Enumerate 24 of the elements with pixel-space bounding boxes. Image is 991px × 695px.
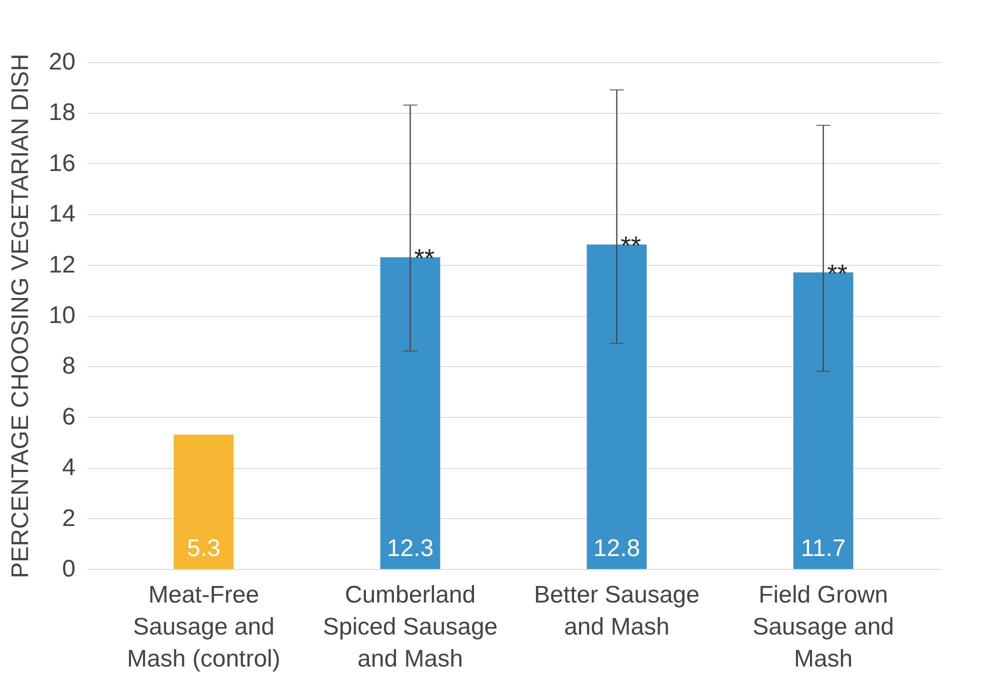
y-tick-label: 8 xyxy=(62,352,76,380)
y-tick-label: 0 xyxy=(62,556,76,582)
x-tick-label: Better Sausage and Mash xyxy=(534,582,700,640)
bar xyxy=(793,272,854,569)
y-tick-label: 10 xyxy=(48,302,76,329)
y-tick-label: 4 xyxy=(62,454,76,482)
y-tick-label: 14 xyxy=(48,200,76,228)
x-tick-label: Cumberland Spiced Sausage and Mash xyxy=(322,582,498,672)
y-tick-label: 16 xyxy=(48,150,76,177)
x-tick-label: Field Grown Sausage and Mash xyxy=(752,582,894,672)
y-tick-label: 6 xyxy=(62,403,76,430)
bar xyxy=(174,434,234,569)
y-tick-label: 20 xyxy=(48,48,76,76)
bar xyxy=(380,257,440,569)
y-tick-label: 2 xyxy=(62,504,76,532)
y-tick-label: 18 xyxy=(48,99,76,126)
bar xyxy=(586,244,647,569)
y-tick-label: 12 xyxy=(48,251,76,278)
y-axis-title: PERCENTAGE CHOOSING VEGETARIAN DISH xyxy=(6,54,34,578)
data-label: 12.3 xyxy=(386,535,434,562)
x-tick-label: Meat-Free Sausage and Mash (control) xyxy=(127,582,280,672)
data-label: 12.8 xyxy=(593,535,640,562)
data-label: 11.7 xyxy=(800,535,846,562)
data-label: 5.3 xyxy=(187,535,220,562)
